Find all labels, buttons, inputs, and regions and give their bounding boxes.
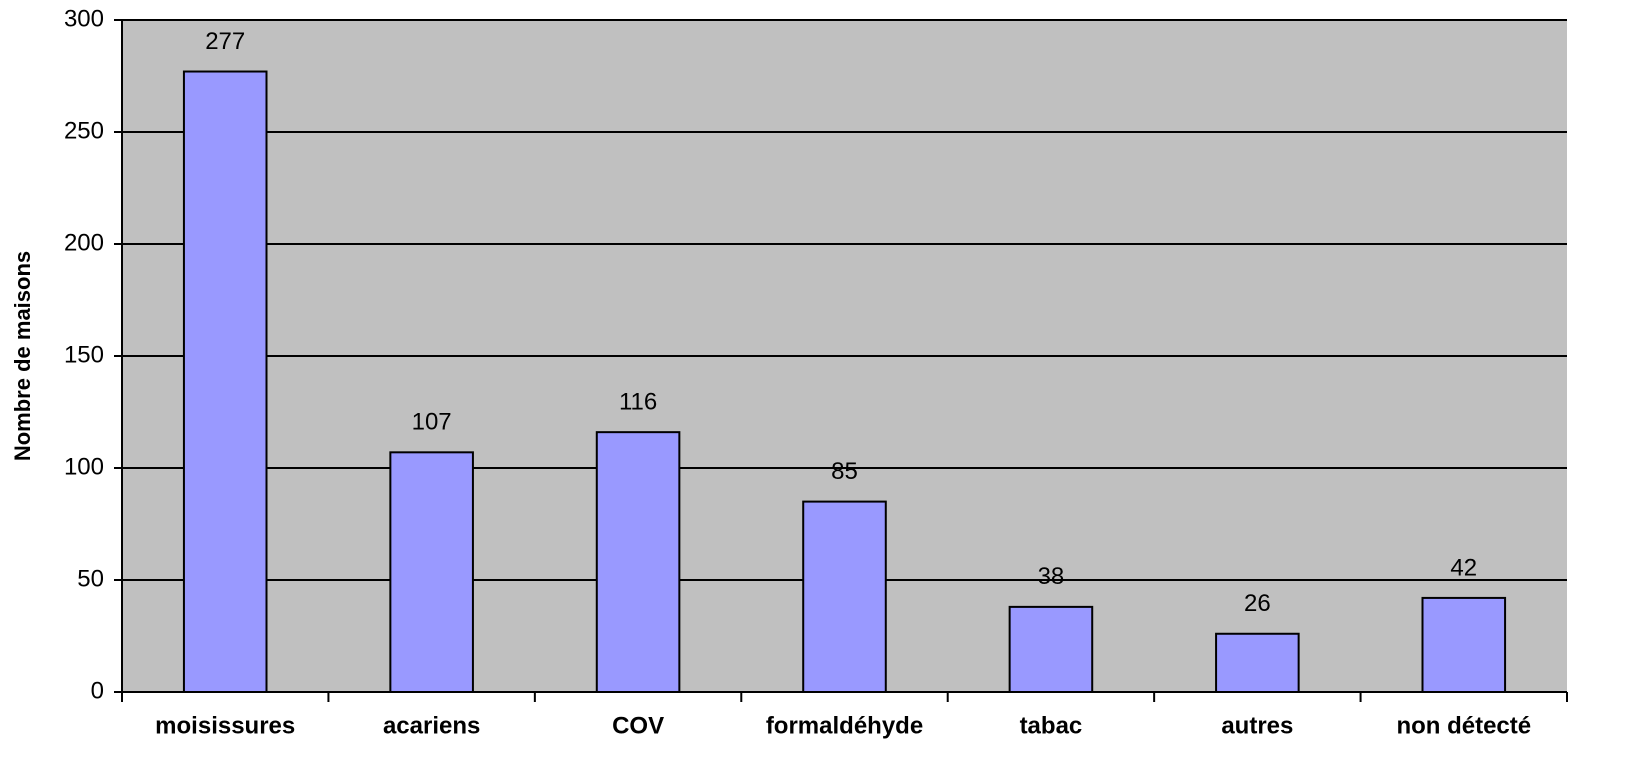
data-label: 38 (1038, 563, 1065, 590)
x-tick-label: moisissures (155, 712, 295, 739)
bar (389, 451, 474, 693)
x-tick-label: autres (1221, 712, 1293, 739)
y-tick-label: 150 (64, 341, 104, 368)
y-tick-label: 200 (64, 229, 104, 256)
bar (1215, 632, 1300, 694)
data-label: 116 (619, 389, 657, 416)
bar (182, 70, 268, 693)
y-tick-label: 0 (91, 677, 104, 704)
y-tick-label: 50 (77, 565, 104, 592)
bar (1008, 605, 1094, 694)
bar (1421, 596, 1507, 693)
y-tick-label: 250 (64, 117, 104, 144)
data-label: 85 (831, 458, 858, 485)
y-tick-label: 300 (64, 5, 104, 32)
x-tick-label: formaldéhyde (766, 712, 923, 739)
data-label: 42 (1450, 554, 1477, 581)
y-tick-label: 100 (64, 453, 104, 480)
bar (802, 500, 887, 693)
data-label: 26 (1244, 590, 1271, 617)
y-axis-label: Nombre de maisons (10, 251, 35, 461)
data-label: 277 (205, 28, 245, 55)
x-tick-label: tabac (1020, 712, 1083, 739)
data-label: 107 (412, 409, 452, 436)
x-tick-label: non détecté (1396, 712, 1531, 739)
x-tick-label: COV (612, 712, 664, 739)
bar (595, 431, 681, 693)
x-tick-label: acariens (383, 712, 480, 739)
